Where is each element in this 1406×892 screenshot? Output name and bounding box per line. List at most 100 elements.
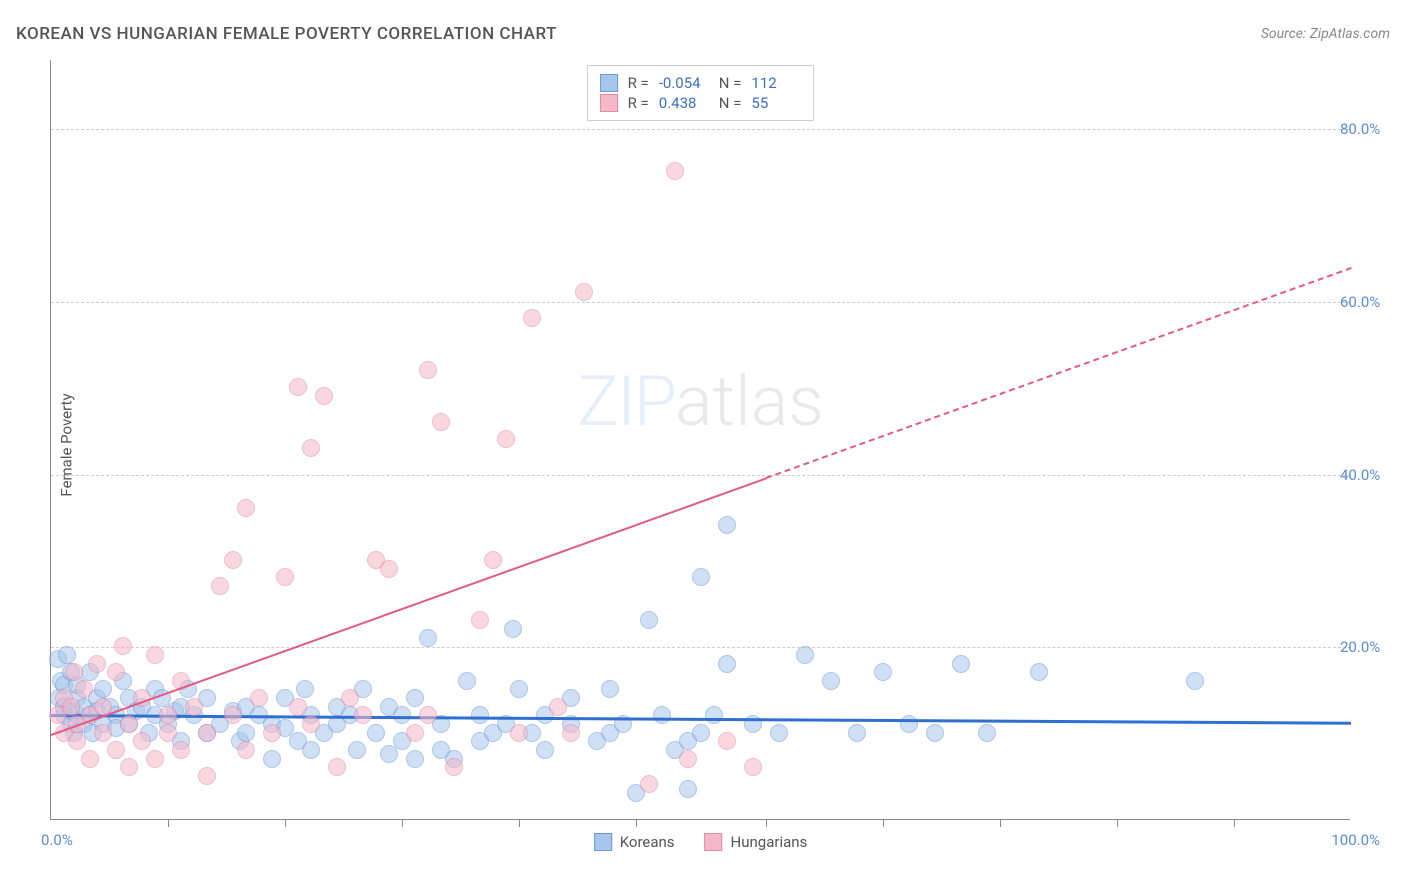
scatter-point [679,780,697,798]
scatter-point [679,750,697,768]
scatter-point [302,741,320,759]
x-axis-min-label: 0.0% [41,831,73,849]
scatter-point [744,758,762,776]
chart-title: KOREAN VS HUNGARIAN FEMALE POVERTY CORRE… [16,24,557,44]
x-tick [285,819,286,827]
scatter-point [1030,663,1048,681]
scatter-point [575,283,593,301]
scatter-point [900,715,918,733]
scatter-point [146,750,164,768]
scatter-point [58,646,76,664]
scatter-point [1186,672,1204,690]
swatch-icon [594,833,612,851]
scatter-point [81,750,99,768]
scatter-point [367,724,385,742]
grid-line [51,647,1351,648]
scatter-point [120,758,138,776]
scatter-point [692,724,710,742]
stats-row: R = 0.438 N = 55 [600,94,802,112]
chart-source: Source: ZipAtlas.com [1261,26,1390,42]
x-tick [766,819,767,827]
grid-line [51,129,1351,130]
scatter-point [978,724,996,742]
scatter-point [133,732,151,750]
scatter-point [237,499,255,517]
scatter-point [263,724,281,742]
scatter-point [250,689,268,707]
scatter-point [263,750,281,768]
scatter-point [666,162,684,180]
scatter-point [406,724,424,742]
scatter-point [822,672,840,690]
scatter-point [88,655,106,673]
x-tick [519,819,520,827]
scatter-point [107,663,125,681]
scatter-point [562,724,580,742]
scatter-point [549,698,567,716]
chart-area: Female Poverty ZIPatlas R = -0.054 N = 1… [50,60,1390,830]
scatter-point [926,724,944,742]
scatter-point [120,715,138,733]
scatter-point [302,439,320,457]
scatter-point [770,724,788,742]
scatter-point [458,672,476,690]
scatter-point [419,361,437,379]
x-tick [1117,819,1118,827]
r-label: R = [628,74,649,92]
scatter-point [296,680,314,698]
scatter-point [94,724,112,742]
scatter-point [341,689,359,707]
scatter-point [146,646,164,664]
scatter-point [471,611,489,629]
scatter-point [523,309,541,327]
scatter-point [705,706,723,724]
scatter-point [432,413,450,431]
scatter-point [276,568,294,586]
scatter-point [406,689,424,707]
scatter-point [315,387,333,405]
scatter-point [328,758,346,776]
x-tick [168,819,169,827]
scatter-point [536,741,554,759]
r-label: R = [628,94,649,112]
y-tick-label: 80.0% [1340,120,1400,138]
r-value: 0.438 [659,94,709,112]
scatter-point [94,680,112,698]
swatch-icon [600,94,618,112]
scatter-point [198,767,216,785]
scatter-point [289,378,307,396]
legend-item: Koreans [594,833,675,851]
scatter-point [68,732,86,750]
scatter-point [484,551,502,569]
scatter-point [302,715,320,733]
scatter-point [237,724,255,742]
scatter-point [75,680,93,698]
scatter-point [510,680,528,698]
y-tick-label: 60.0% [1340,293,1400,311]
scatter-point [874,663,892,681]
x-tick [402,819,403,827]
scatter-point [497,430,515,448]
x-tick [1000,819,1001,827]
scatter-point [848,724,866,742]
stats-row: R = -0.054 N = 112 [600,74,802,92]
scatter-point [640,611,658,629]
x-tick [1234,819,1235,827]
scatter-point [185,698,203,716]
x-tick [883,819,884,827]
legend-label: Koreans [620,833,675,851]
swatch-icon [705,833,723,851]
grid-line [51,302,1351,303]
scatter-point [952,655,970,673]
scatter-point [380,560,398,578]
trend-line [766,267,1352,479]
scatter-point [504,620,522,638]
scatter-point [348,741,366,759]
scatter-point [107,741,125,759]
scatter-point [198,724,216,742]
scatter-point [211,577,229,595]
scatter-point [289,698,307,716]
scatter-point [601,680,619,698]
swatch-icon [600,74,618,92]
watermark-zip: ZIP [577,361,675,443]
